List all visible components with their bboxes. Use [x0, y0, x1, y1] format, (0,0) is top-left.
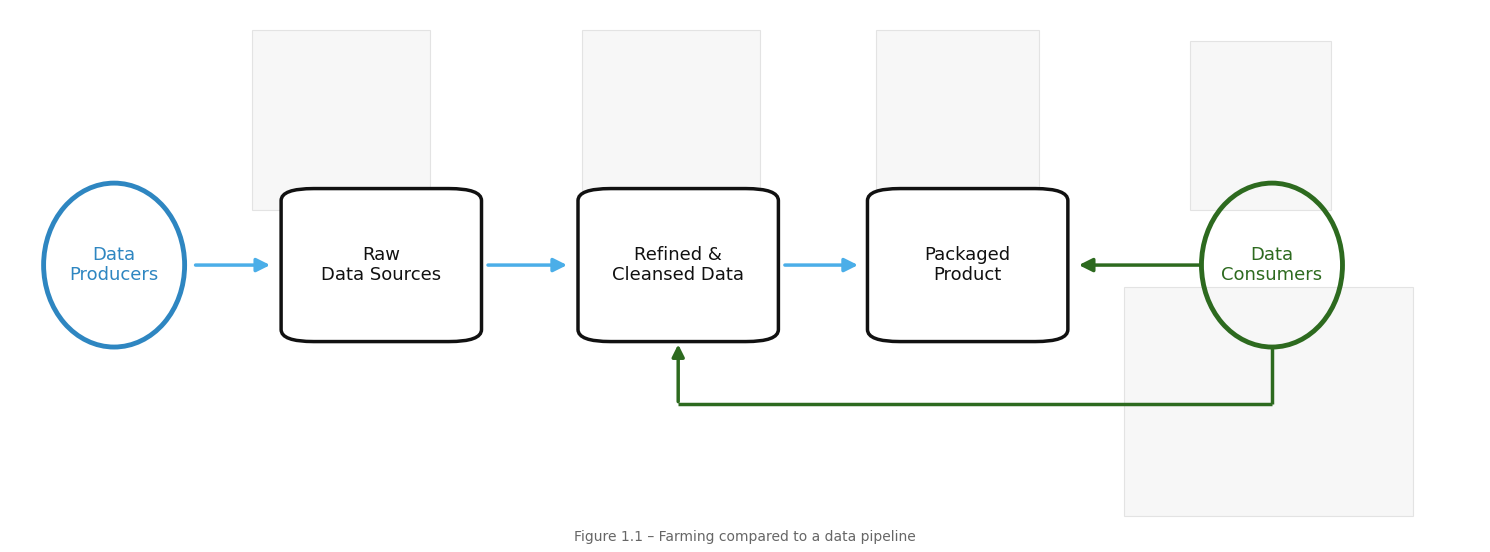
FancyBboxPatch shape [578, 189, 778, 342]
FancyBboxPatch shape [581, 30, 760, 210]
Text: Data
Producers: Data Producers [70, 246, 159, 284]
Text: Figure 1.1 – Farming compared to a data pipeline: Figure 1.1 – Farming compared to a data … [574, 530, 916, 544]
Text: Raw
Data Sources: Raw Data Sources [322, 246, 441, 284]
Text: Packaged
Product: Packaged Product [925, 246, 1010, 284]
FancyBboxPatch shape [867, 189, 1068, 342]
Text: Refined &
Cleansed Data: Refined & Cleansed Data [612, 246, 744, 284]
FancyBboxPatch shape [1191, 41, 1332, 210]
FancyBboxPatch shape [282, 189, 481, 342]
FancyBboxPatch shape [1123, 287, 1413, 517]
FancyBboxPatch shape [876, 30, 1039, 210]
Text: Data
Consumers: Data Consumers [1222, 246, 1323, 284]
FancyBboxPatch shape [252, 30, 431, 210]
